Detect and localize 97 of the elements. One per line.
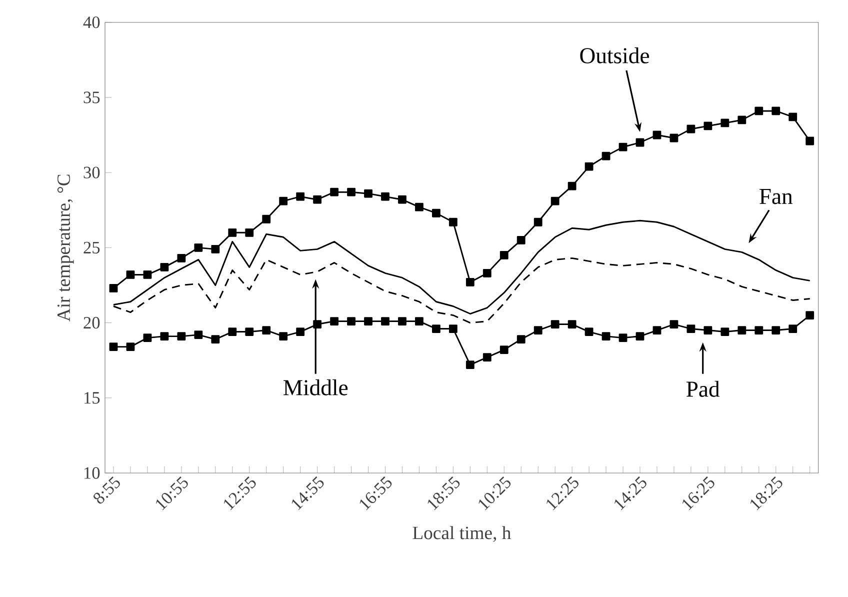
point <box>194 330 203 339</box>
point <box>482 353 492 362</box>
point <box>772 106 780 116</box>
point <box>704 122 712 130</box>
point <box>720 118 730 128</box>
point <box>568 320 576 328</box>
point <box>262 326 271 334</box>
point <box>516 335 526 344</box>
point <box>398 317 406 326</box>
point <box>177 332 186 340</box>
point <box>636 138 644 147</box>
point <box>738 116 746 124</box>
point <box>330 317 338 326</box>
point <box>686 324 696 333</box>
point <box>143 334 152 342</box>
point <box>636 332 644 340</box>
point <box>228 228 237 237</box>
y-tick-label: 20 <box>84 316 100 329</box>
point <box>347 188 356 196</box>
point <box>381 317 390 326</box>
text: Middle <box>284 379 348 396</box>
point <box>652 326 662 334</box>
x-axis-title: Local time, h <box>412 526 511 542</box>
point <box>754 106 764 116</box>
point <box>415 202 424 212</box>
point <box>126 270 135 279</box>
point <box>160 332 169 340</box>
point <box>296 328 305 336</box>
point <box>432 324 440 333</box>
point <box>618 334 628 342</box>
point <box>448 324 458 333</box>
point <box>279 196 288 206</box>
point <box>584 328 594 336</box>
point <box>806 311 814 320</box>
point <box>652 130 662 140</box>
point <box>686 124 696 134</box>
point <box>534 218 542 226</box>
point <box>211 244 220 254</box>
point <box>126 342 135 352</box>
point <box>738 326 746 334</box>
point <box>550 320 560 328</box>
point <box>313 195 322 204</box>
point <box>670 134 678 142</box>
text: Fan <box>760 189 793 204</box>
point <box>788 324 798 333</box>
point <box>466 278 474 286</box>
point <box>398 195 406 204</box>
point <box>704 326 712 334</box>
text: Outside <box>580 47 650 64</box>
point <box>788 112 798 122</box>
legend-label: Pad <box>686 380 720 397</box>
point <box>109 284 118 292</box>
point <box>211 335 220 344</box>
y-tick-label: 30 <box>84 166 100 178</box>
point <box>500 250 508 260</box>
point <box>194 243 203 252</box>
point <box>568 182 576 190</box>
y-tick-label: 10 <box>84 467 100 479</box>
point <box>602 152 610 160</box>
point <box>516 236 526 244</box>
point <box>347 317 356 326</box>
point <box>330 188 338 196</box>
point <box>381 192 390 201</box>
point <box>534 326 542 334</box>
point <box>550 196 560 206</box>
y-tick-label: 25 <box>84 242 100 254</box>
point <box>177 254 186 262</box>
point <box>448 218 458 226</box>
point <box>245 228 254 237</box>
point <box>720 328 730 336</box>
point <box>143 270 152 279</box>
point <box>432 208 440 218</box>
x-tick-label: 8:55 <box>94 476 120 504</box>
point <box>670 320 678 328</box>
point <box>415 317 424 326</box>
y-tick-label: 40 <box>83 16 100 28</box>
point <box>279 332 288 340</box>
point <box>109 342 118 352</box>
point <box>364 189 372 198</box>
point <box>754 326 764 334</box>
point <box>772 326 780 334</box>
point <box>466 360 474 370</box>
point <box>500 346 508 354</box>
point <box>584 162 594 171</box>
point <box>364 317 372 326</box>
point <box>602 332 610 340</box>
y-axis-title: Air temperature, °C <box>57 174 74 322</box>
point <box>228 328 237 336</box>
point <box>160 262 169 272</box>
point <box>262 214 271 224</box>
point <box>618 142 628 152</box>
y-tick-label: 35 <box>84 92 100 104</box>
point <box>482 269 492 278</box>
point <box>245 328 254 336</box>
point <box>296 192 305 201</box>
point <box>806 136 814 146</box>
y-tick-label: 15 <box>84 392 100 404</box>
